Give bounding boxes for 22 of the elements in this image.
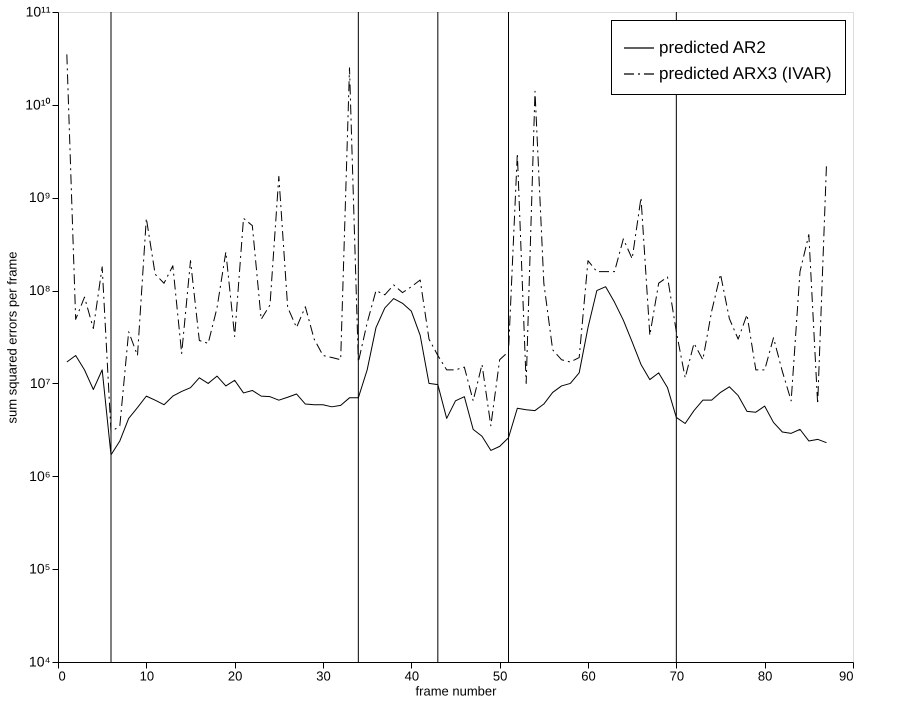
y-axis-title: sum squared errors per frame xyxy=(4,252,20,424)
x-tick-label: 80 xyxy=(758,668,772,684)
x-axis-title: frame number xyxy=(416,684,498,698)
x-tick-label: 60 xyxy=(581,668,596,684)
y-tick-label: 10⁷ xyxy=(30,374,50,391)
x-tick-label: 40 xyxy=(404,668,420,684)
x-tick-label: 20 xyxy=(228,668,242,684)
y-tick-label: 10⁸ xyxy=(29,282,51,298)
y-tick-label: 10⁹ xyxy=(28,189,50,206)
y-tick-label: 10¹¹ xyxy=(26,4,51,20)
x-tick-label: 70 xyxy=(670,668,684,684)
x-tick-label: 10 xyxy=(140,668,154,684)
legend-label: predicted AR2 xyxy=(659,38,766,57)
x-tick-label: 30 xyxy=(316,668,331,684)
y-tick-label: 10⁶ xyxy=(29,468,50,484)
y-tick-label: 10⁵ xyxy=(29,560,50,577)
x-tick-label: 0 xyxy=(58,668,66,684)
y-tick-label: 10⁴ xyxy=(28,654,50,670)
x-tick-label: 90 xyxy=(839,668,854,684)
legend-label: predicted ARX3 (IVAR) xyxy=(659,64,832,83)
x-tick-label: 50 xyxy=(492,668,508,684)
y-tick-label: 10¹⁰ xyxy=(25,96,50,112)
